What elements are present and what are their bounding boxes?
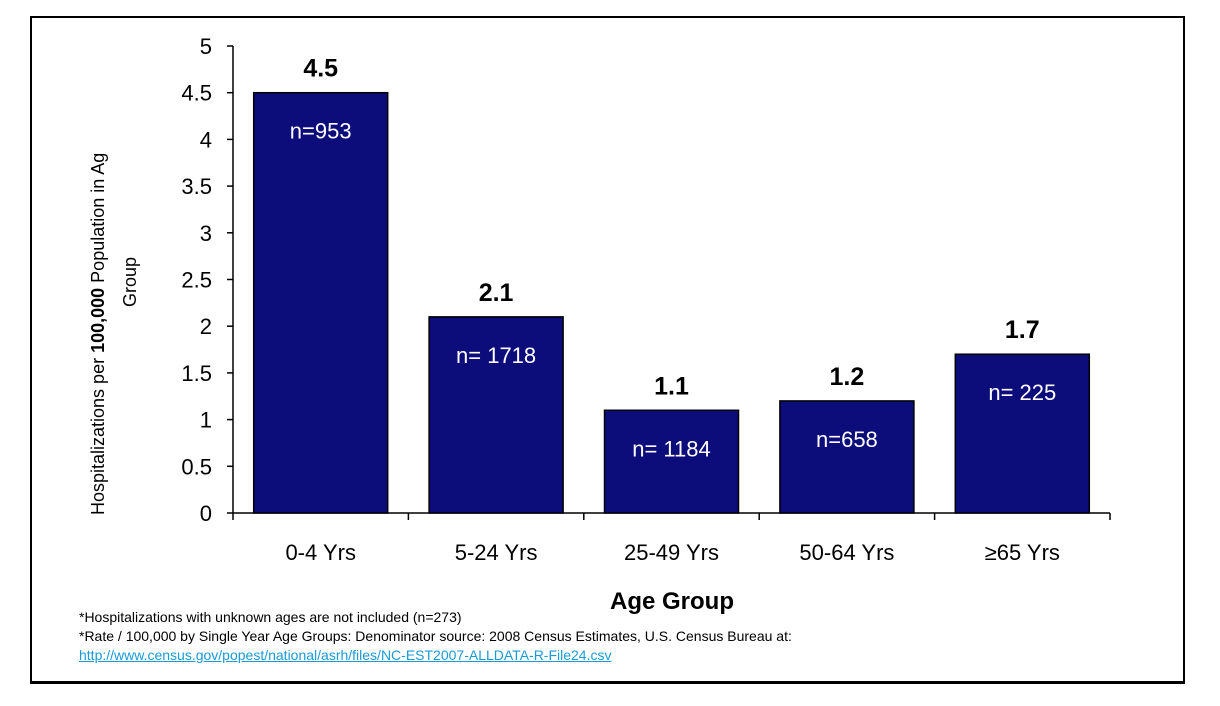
footnote-rate-source: *Rate / 100,000 by Single Year Age Group… bbox=[79, 628, 792, 644]
x-tick-label: 50-64 Yrs bbox=[799, 540, 894, 565]
y-tick-label: 3.5 bbox=[181, 174, 212, 199]
y-tick-label: 0.5 bbox=[181, 454, 212, 479]
bar-n-label: n= 1184 bbox=[632, 436, 711, 461]
x-tick-label: ≥65 Yrs bbox=[985, 540, 1060, 565]
bar-value-label: 1.7 bbox=[1005, 316, 1040, 344]
y-tick-label: 2.5 bbox=[181, 268, 212, 293]
footnote-unknown-ages: *Hospitalizations with unknown ages are … bbox=[79, 609, 462, 625]
x-tick-label: 5-24 Yrs bbox=[455, 540, 538, 565]
y-tick-label: 0 bbox=[200, 501, 212, 526]
bar bbox=[603, 409, 740, 514]
bar-n-label: n= 1718 bbox=[456, 343, 536, 368]
census-source-link[interactable]: http://www.census.gov/popest/national/as… bbox=[79, 647, 612, 663]
bar-value-label: 4.5 bbox=[303, 55, 338, 83]
bar-value-label: 1.2 bbox=[830, 363, 865, 391]
bar bbox=[252, 91, 389, 514]
bar-value-label: 2.1 bbox=[479, 279, 514, 307]
y-tick-label: 3 bbox=[200, 221, 212, 246]
y-tick-label: 2 bbox=[200, 314, 212, 339]
x-axis-title: Age Group bbox=[610, 588, 734, 615]
figure-frame bbox=[30, 16, 1185, 684]
bar-n-label: n= 225 bbox=[988, 380, 1056, 405]
bar-n-label: n=658 bbox=[816, 427, 878, 452]
bar-n-label: n=953 bbox=[290, 119, 352, 144]
x-tick-label: 0-4 Yrs bbox=[285, 540, 356, 565]
y-tick-label: 5 bbox=[200, 34, 212, 59]
y-tick-label: 1 bbox=[200, 408, 212, 433]
y-tick-label: 4.5 bbox=[181, 81, 212, 106]
y-axis-title: Hospitalizations per 100,000 Population … bbox=[88, 153, 108, 515]
y-axis-title-line2: Group bbox=[120, 257, 140, 307]
bar bbox=[954, 353, 1091, 514]
y-tick-label: 1.5 bbox=[181, 361, 212, 386]
bar bbox=[779, 400, 915, 514]
x-tick-label: 25-49 Yrs bbox=[624, 540, 719, 565]
bar-value-label: 1.1 bbox=[654, 372, 689, 400]
y-tick-label: 4 bbox=[200, 127, 212, 152]
bar bbox=[428, 316, 564, 514]
footnotes: *Hospitalizations with unknown ages are … bbox=[79, 608, 792, 665]
